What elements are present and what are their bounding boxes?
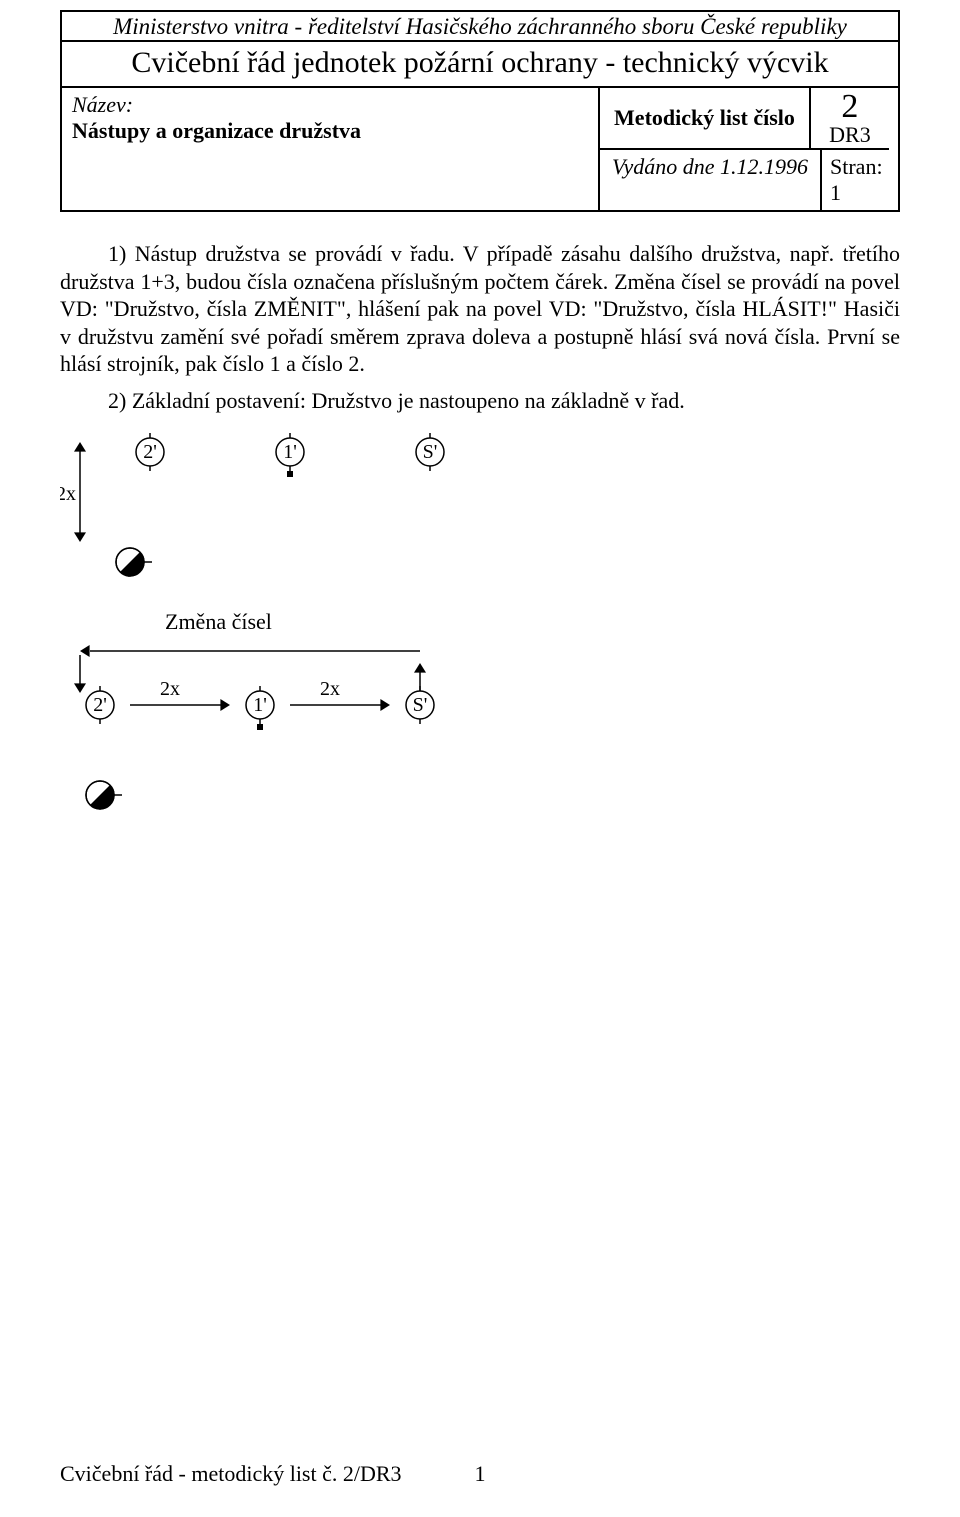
meta-right-top: Metodický list číslo 2 DR3	[598, 88, 898, 150]
diagram-1-svg: 2' 1' S' 2x	[60, 422, 560, 592]
svg-text:Změna čísel: Změna čísel	[165, 609, 272, 634]
header-ministry: Ministerstvo vnitra - ředitelství Hasičs…	[62, 12, 898, 42]
issued-label: Vydáno dne	[612, 154, 714, 179]
paragraph-1: 1) Nástup družstva se provádí v řadu. V …	[60, 240, 900, 378]
diagram-2-svg: Změna čísel 2' 1' S' 2x 2x	[60, 605, 560, 825]
paragraph-2: 2) Základní postavení: Družstvo je nasto…	[60, 388, 900, 414]
svg-text:S': S'	[423, 441, 438, 463]
svg-text:2': 2'	[93, 694, 107, 716]
svg-text:2x: 2x	[60, 483, 76, 505]
para1-text: 1) Nástup družstva se provádí v řadu. V …	[60, 241, 900, 376]
diagram-2: Změna čísel 2' 1' S' 2x 2x	[60, 605, 900, 830]
diagram-1: 2' 1' S' 2x	[60, 422, 900, 597]
svg-text:2x: 2x	[320, 678, 340, 700]
header-title: Cvičební řád jednotek požární ochrany - …	[62, 42, 898, 88]
sheet-label: Metodický list číslo	[598, 88, 809, 150]
para2-text: 2) Základní postavení: Družstvo je nasto…	[108, 388, 685, 413]
name-label: Název:	[72, 92, 133, 117]
meta-right: Metodický list číslo 2 DR3 Vydáno dne 1.…	[598, 88, 898, 210]
pages-label: Stran:	[830, 154, 883, 179]
sheet-code: DR3	[829, 122, 871, 148]
sheet-number: 2	[841, 88, 858, 126]
page: Ministerstvo vnitra - ředitelství Hasičs…	[0, 0, 960, 1517]
svg-text:2x: 2x	[160, 678, 180, 700]
header-box: Ministerstvo vnitra - ředitelství Hasičs…	[60, 10, 900, 212]
meta-right-bottom: Vydáno dne 1.12.1996 Stran: 1	[598, 150, 898, 210]
svg-text:1': 1'	[283, 441, 297, 463]
sheet-number-box: 2 DR3	[809, 88, 889, 150]
issued-value: 1.12.1996	[720, 154, 808, 179]
footer-page: 1	[475, 1461, 486, 1487]
pages-value: 1	[830, 180, 841, 205]
pages: Stran: 1	[820, 150, 898, 210]
footer: Cvičební řád - metodický list č. 2/DR3 1	[60, 1461, 900, 1487]
footer-text: Cvičební řád - metodický list č. 2/DR3	[60, 1461, 402, 1486]
svg-text:1': 1'	[253, 694, 267, 716]
name-value: Nástupy a organizace družstva	[72, 118, 361, 143]
meta-left: Název: Nástupy a organizace družstva	[62, 88, 598, 210]
issued: Vydáno dne 1.12.1996	[598, 150, 820, 210]
header-meta: Název: Nástupy a organizace družstva Met…	[62, 88, 898, 210]
svg-text:S': S'	[413, 694, 428, 716]
svg-text:2': 2'	[143, 441, 157, 463]
